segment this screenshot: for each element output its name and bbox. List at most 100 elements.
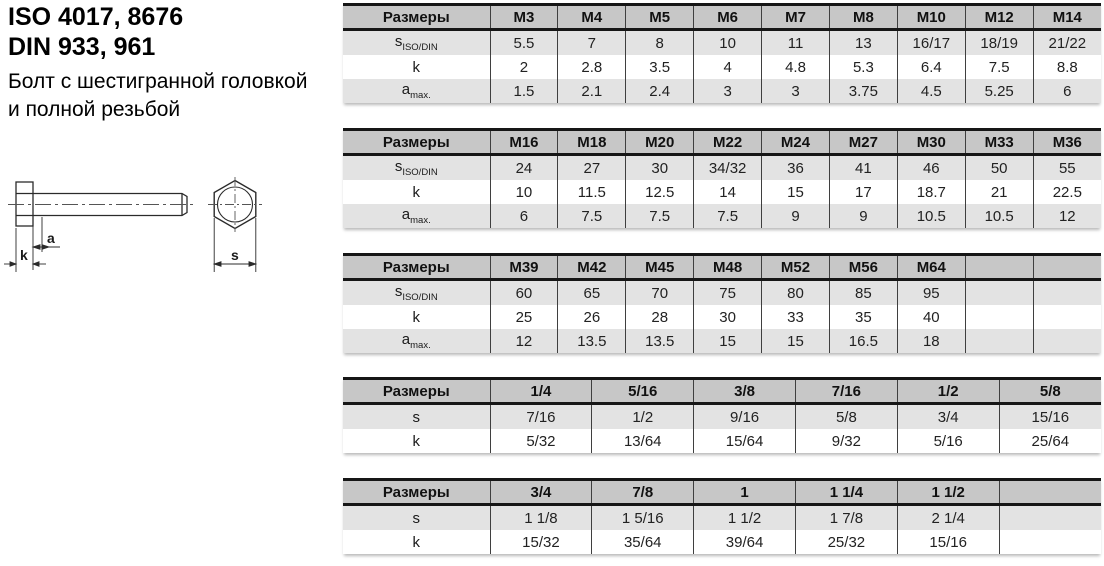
table-row: amax. 6 7.5 7.5 7.5 9 9 10.5 10.5 12	[343, 204, 1102, 228]
value-cell: 11	[761, 29, 830, 55]
size-header-cell: M64	[896, 254, 966, 281]
row-label-cell: s	[343, 403, 491, 429]
value-cell: 4.8	[761, 55, 830, 79]
table-title-cell: Размеры	[343, 254, 490, 281]
title-block: ISO 4017, 8676 DIN 933, 961 Болт с шести…	[8, 2, 307, 124]
row-label: k	[412, 533, 421, 551]
dim-label-a: a	[47, 230, 55, 246]
value-cell: 15/64	[693, 429, 796, 453]
size-header-cell: 5/8	[998, 378, 1101, 405]
header-row: Размеры M16 M18 M20 M22 M24 M27 M30 M33 M36	[343, 129, 1102, 156]
table-row: amax. 12 13.5 13.5 15 15 16.5 18	[343, 329, 1102, 353]
value-cell: 7	[557, 29, 626, 55]
value-cell: 1 1/8	[489, 504, 592, 530]
size-header-cell: M3	[489, 4, 558, 31]
value-cell: 9	[828, 204, 898, 228]
size-header-cell: M30	[896, 129, 966, 156]
value-cell: 3	[693, 79, 762, 103]
row-label: s	[394, 158, 403, 175]
value-cell: 5/16	[896, 429, 1000, 453]
value-cell: 3.75	[828, 79, 898, 103]
bolt-shaft-outline	[33, 192, 188, 217]
size-header-cell: M52	[761, 254, 830, 281]
row-label-subscript: ISO/DIN	[402, 42, 438, 53]
dimension-a	[31, 217, 60, 270]
row-label-subscript: ISO/DIN	[402, 167, 438, 178]
value-cell: 27	[557, 154, 626, 180]
size-header-cell: M10	[896, 4, 966, 31]
table-row: k 2 2.8 3.5 4 4.8 5.3 6.4 7.5 8.8	[343, 55, 1102, 79]
value-cell: 22.5	[1032, 180, 1102, 204]
value-cell: 33	[761, 305, 830, 329]
value-cell: 16.5	[828, 329, 898, 353]
value-cell: 2 1/4	[896, 504, 1000, 530]
value-cell: 2.4	[625, 79, 694, 103]
value-cell: 16/17	[896, 29, 966, 55]
value-cell: 13.5	[557, 329, 626, 353]
size-header-cell: M24	[761, 129, 830, 156]
value-cell: 1 7/8	[794, 504, 898, 530]
value-cell: 12	[1032, 204, 1102, 228]
value-cell: 1.5	[489, 79, 558, 103]
bolt-head-view	[208, 177, 262, 232]
table-row: sISO/DIN 24 27 30 34/32 36 41 46 50 55	[343, 154, 1102, 180]
bolt-head-outline	[15, 181, 34, 227]
value-cell: 4	[693, 55, 762, 79]
value-cell: 12.5	[625, 180, 694, 204]
size-header-cell: 1/4	[489, 378, 592, 405]
size-header-cell: M48	[693, 254, 762, 281]
standard-iso-title: ISO 4017, 8676	[8, 3, 184, 31]
bolt-side-view	[15, 181, 188, 227]
size-header-cell: M42	[557, 254, 626, 281]
size-header-cell: M5	[625, 4, 694, 31]
table-row: k 15/32 35/64 39/64 25/32 15/16	[343, 530, 1101, 554]
value-cell: 7/16	[489, 403, 592, 429]
row-label: k	[412, 432, 421, 450]
value-cell: 75	[693, 279, 762, 305]
row-label-subscript: ISO/DIN	[402, 292, 438, 303]
row-label-cell: k	[343, 429, 491, 453]
value-cell: 7.5	[625, 204, 694, 228]
value-cell: 7.5	[964, 55, 1034, 79]
value-cell: 12	[489, 329, 558, 353]
value-cell	[998, 530, 1101, 554]
value-cell: 5.25	[964, 79, 1034, 103]
value-cell: 25	[489, 305, 558, 329]
dimension-table-inch-small: Размеры 1/4 5/16 3/8 7/16 1/2 5/8 s 7/16 1/2 9/16 5…	[343, 377, 1101, 453]
value-cell: 7.5	[557, 204, 626, 228]
size-header-cell: M56	[828, 254, 898, 281]
value-cell: 10	[489, 180, 558, 204]
row-label-cell: k	[343, 180, 490, 204]
size-header-cell: 5/16	[591, 378, 694, 405]
value-cell: 41	[828, 154, 898, 180]
value-cell: 39/64	[693, 530, 796, 554]
row-label-cell: sISO/DIN	[343, 279, 490, 305]
row-label: k	[412, 183, 421, 201]
row-label: a	[401, 331, 411, 348]
value-cell: 36	[761, 154, 830, 180]
size-header-cell: M16	[489, 129, 558, 156]
value-cell: 55	[1032, 154, 1102, 180]
dimension-k	[4, 228, 46, 272]
size-header-cell: 1 1/2	[896, 479, 1000, 506]
dim-label-k: k	[20, 247, 28, 263]
table-row: k 25 26 28 30 33 35 40	[343, 305, 1102, 329]
value-cell: 26	[557, 305, 626, 329]
dimension-table: Размеры M16 M18 M20 M22 M24 M27 M30 M33 M36 sISO/D…	[343, 128, 1102, 228]
value-cell: 15/16	[998, 403, 1101, 429]
value-cell: 13/64	[591, 429, 694, 453]
value-cell: 5.3	[828, 55, 898, 79]
description-line-2: и полной резьбой	[8, 98, 181, 121]
size-header-cell: 1/2	[896, 378, 1000, 405]
header-row: Размеры 3/4 7/8 1 1 1/4 1 1/2	[343, 479, 1101, 506]
value-cell	[964, 279, 1034, 305]
row-label: s	[394, 283, 403, 300]
value-cell: 6	[489, 204, 558, 228]
value-cell: 25/32	[794, 530, 898, 554]
row-label-cell: k	[343, 530, 491, 554]
standard-din-title: DIN 933, 961	[8, 33, 156, 61]
value-cell: 7.5	[693, 204, 762, 228]
value-cell: 35/64	[591, 530, 694, 554]
size-header-cell: 7/8	[591, 479, 694, 506]
value-cell	[964, 329, 1034, 353]
